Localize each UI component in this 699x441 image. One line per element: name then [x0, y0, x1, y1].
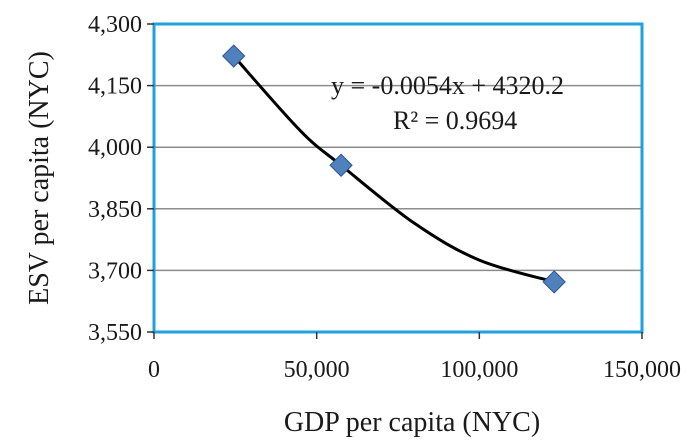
data-point-marker [329, 153, 353, 177]
x-tick-label: 50,000 [284, 357, 350, 383]
y-tick-label: 3,850 [88, 197, 142, 223]
equation-label: y = -0.0054x + 4320.2 [331, 71, 564, 100]
data-point-marker [221, 44, 246, 68]
trendline [232, 55, 555, 284]
r-squared-label: R² = 0.9694 [393, 106, 517, 135]
y-tick-label: 4,300 [88, 12, 142, 38]
y-tick-label: 3,550 [88, 320, 142, 346]
data-points [221, 44, 566, 294]
plot-area [152, 22, 644, 334]
y-tick-label: 4,000 [88, 135, 142, 161]
grid-lines [154, 84, 642, 272]
x-tick-label: 100,000 [440, 357, 518, 383]
y-tick-label: 3,700 [88, 258, 142, 284]
y-axis-title: ESV per capita (NYC) [24, 51, 55, 305]
x-tick-label: 0 [148, 357, 160, 383]
x-tick-label: 150,000 [603, 357, 681, 383]
data-point-marker [542, 270, 566, 294]
y-axis-ticks: 3,550 3,700 3,850 4,000 4,150 4,300 [88, 12, 154, 346]
y-tick-label: 4,150 [88, 74, 142, 100]
x-axis-title: GDP per capita (NYC) [284, 407, 540, 438]
x-axis-ticks: 0 50,000 100,000 150,000 [148, 332, 681, 383]
